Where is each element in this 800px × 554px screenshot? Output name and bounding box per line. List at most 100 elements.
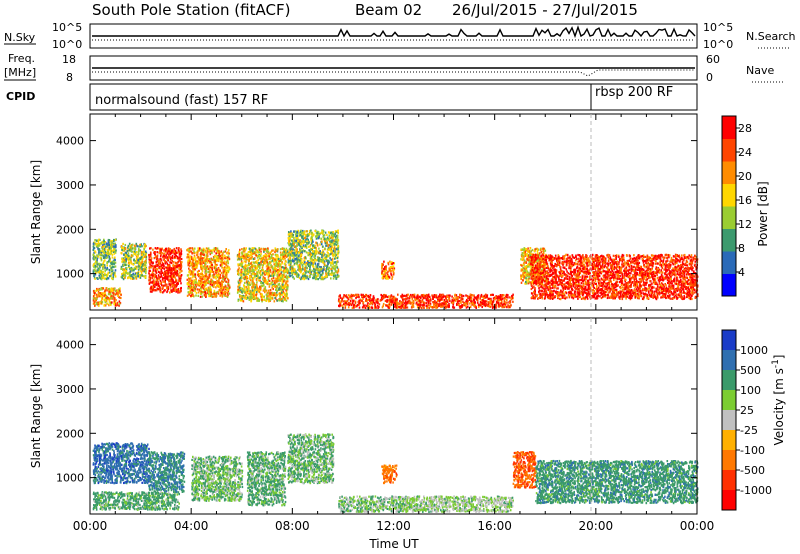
ytick-label-2: 2000: [56, 223, 84, 236]
velocity-colorbar-frame: [721, 329, 737, 511]
power-colorbar-label-7: 28: [738, 122, 752, 135]
freq-tick-bottom: 8: [66, 71, 73, 84]
velocity-colorbar-label-5: -25: [740, 424, 758, 437]
scatter-region-8: [337, 293, 514, 310]
power-colorbar-label-1: 4: [738, 266, 745, 279]
scatter-region-9: [406, 495, 514, 513]
power-colorbar-frame: [721, 115, 737, 297]
velocity-colorbar-label-2: 500: [740, 364, 761, 377]
nsky-series: [92, 25, 696, 39]
power-colorbar-swatch-5: [722, 183, 736, 207]
velocity-colorbar-label-3: 100: [740, 384, 761, 397]
velocity-colorbar-swatch-2: [722, 350, 736, 371]
scatter-region-1: [92, 442, 150, 485]
scatter-region-6: [287, 433, 335, 485]
xtick-label-5: 16:00: [477, 519, 512, 533]
velocity-colorbar-label-1: 1000: [740, 344, 768, 357]
scatter-region-2: [92, 491, 180, 511]
scatter-region-11: [535, 459, 699, 505]
freq-unit-label: [MHz]: [4, 66, 36, 79]
cpid-label: CPID: [6, 90, 35, 103]
xtick-label-4: 12:00: [376, 519, 411, 533]
scatter-region-2: [92, 238, 117, 281]
nsky-label: N.Sky: [4, 31, 36, 44]
ytick-label-2: 2000: [56, 427, 84, 440]
scatter-region-3: [148, 451, 186, 493]
nave-tick-top: 60: [706, 53, 720, 66]
velocity-colorbar-label-4: 25: [740, 404, 754, 417]
beam-title: Beam 02: [355, 1, 422, 19]
nave-label: Nave: [746, 64, 774, 77]
velocity-colorbar-swatch-3: [722, 370, 736, 391]
freq-tick-top: 18: [62, 53, 76, 66]
cpid-panel: [89, 83, 698, 111]
power-yticks: 1000 2000 3000 4000: [56, 135, 697, 281]
velocity-colorbar: 1000 500 100 25 -25 -100 -500 -1000: [721, 329, 772, 511]
velocity-colorbar-swatch-7: [722, 450, 736, 471]
station-title: South Pole Station (fitACF): [92, 1, 290, 19]
freq-panel: [89, 55, 698, 81]
power-colorbar-label-4: 16: [738, 194, 752, 207]
scatter-region-1: [92, 287, 122, 307]
velocity-colorbar-label-7: -500: [740, 464, 765, 477]
xtick-label-1: 00:00: [73, 519, 108, 533]
velocity-ylabel: Slant Range [km]: [29, 364, 43, 468]
scatter-region-11: [530, 253, 699, 301]
nave-tick-bottom: 0: [706, 71, 713, 84]
velocity-colorbar-swatch-4: [722, 390, 736, 411]
ytick-label-4: 4000: [56, 135, 84, 148]
power-colorbar-label-5: 20: [738, 170, 752, 183]
scatter-region-7: [287, 229, 340, 281]
velocity-colorbar-label-8: -1000: [740, 484, 772, 497]
power-colorbar-swatch-4: [722, 206, 736, 229]
xtick-label-3: 08:00: [275, 519, 310, 533]
scatter-region-4: [191, 455, 244, 502]
scatter-region-4: [148, 247, 183, 294]
power-colorbar-swatch-1: [722, 273, 736, 297]
power-scatter: [92, 229, 699, 310]
velocity-scatter: [92, 433, 699, 513]
ytick-label-3: 3000: [56, 179, 84, 192]
velocity-colorbar-swatch-6: [722, 430, 736, 451]
velocity-colorbar-swatch-9: [722, 490, 736, 511]
scatter-region-3: [120, 242, 148, 281]
date-range-title: 26/Jul/2015 - 27/Jul/2015: [452, 1, 638, 19]
power-colorbar-swatch-3: [722, 228, 736, 252]
velocity-colorbar-label-6: -100: [740, 444, 765, 457]
freq-label: Freq.: [8, 52, 35, 65]
scatter-region-5: [246, 451, 287, 507]
cpid-segment-2: rbsp 200 RF: [595, 85, 673, 100]
power-colorbar-swatch-8: [722, 116, 736, 139]
ytick-label-4: 4000: [56, 339, 84, 352]
nsearch-label: N.Search: [746, 30, 796, 43]
xtick-label-6: 20:00: [579, 519, 614, 533]
nsky-panel: [89, 23, 698, 49]
power-colorbar-swatch-6: [722, 161, 736, 184]
scatter-region-10: [512, 451, 537, 489]
nave-series: [92, 69, 695, 77]
velocity-xticks: 00:00 04:00 08:00 12:00 16:00 20:00 00:00: [73, 318, 714, 533]
nsky-tick-top: 10^5: [52, 21, 82, 34]
x-axis-label: Time UT: [368, 537, 419, 551]
scatter-region-6: [236, 247, 289, 303]
ytick-label-1: 1000: [56, 472, 84, 485]
velocity-colorbar-swatch-1: [722, 330, 736, 351]
power-colorbar-label-3: 12: [738, 218, 752, 231]
power-colorbar-swatch-2: [722, 251, 736, 274]
xtick-label-2: 04:00: [174, 519, 209, 533]
power-colorbar-label-6: 24: [738, 146, 752, 159]
nsky-tick-bottom: 10^0: [52, 38, 82, 51]
scatter-region-8: [381, 464, 398, 485]
cpid-segment-1: normalsound (fast) 157 RF: [95, 93, 268, 108]
scatter-region-5: [186, 247, 231, 298]
scatter-region-9: [381, 260, 396, 280]
power-colorbar-swatch-7: [722, 138, 736, 162]
velocity-colorbar-swatch-8: [722, 470, 736, 491]
velocity-yticks: 1000 2000 3000 4000: [56, 339, 697, 485]
power-colorbar-label-2: 8: [738, 242, 745, 255]
power-colorbar: 4 8 12 16 20 24 28: [721, 115, 752, 297]
velocity-colorbar-swatch-5: [722, 410, 736, 431]
scatter-region-7: [338, 495, 408, 513]
ytick-label-3: 3000: [56, 383, 84, 396]
